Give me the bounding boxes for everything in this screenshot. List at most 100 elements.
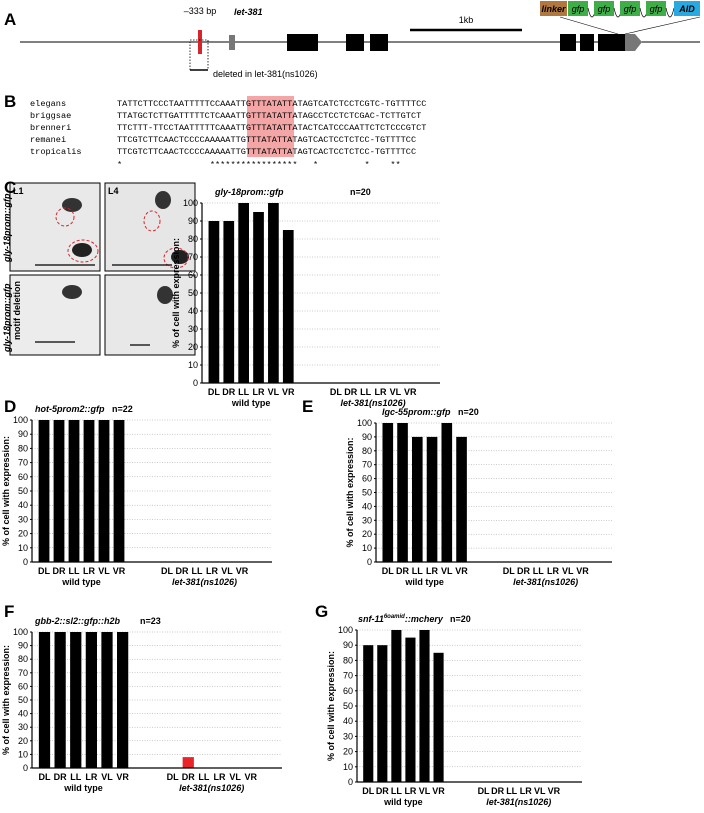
panel-c-images: L1 L4 gly-18prom::gfp gly-18prom::gfp mo… <box>2 182 196 356</box>
group-label: let-381(ns1026) <box>513 577 578 587</box>
construct: linker gfp gfp gfp gfp AID <box>540 1 700 18</box>
y-tick-label: 30 <box>362 515 372 525</box>
x-tick-label: DR <box>53 566 66 576</box>
panel-label: A <box>4 10 16 29</box>
y-tick-label: 80 <box>343 655 353 665</box>
group-label: wild type <box>383 797 423 807</box>
bar <box>411 436 423 562</box>
cell <box>62 285 82 299</box>
group-label: let-381(ns1026) <box>179 783 244 793</box>
x-tick-label: LR <box>375 387 387 397</box>
x-tick-label: VR <box>576 566 589 576</box>
x-tick-label: DR <box>517 566 530 576</box>
y-tick-label: 70 <box>362 460 372 470</box>
bar <box>282 230 294 383</box>
construct-label: gfp <box>624 4 637 14</box>
x-tick-label: VR <box>236 566 249 576</box>
exon-end <box>625 34 642 51</box>
zoom-line <box>624 16 701 35</box>
y-tick-label: 20 <box>188 342 198 352</box>
bar <box>223 221 235 383</box>
sequence: TTATGCTCTTGATTTTTCTCAAATTGTTTATATTATAGCC… <box>117 111 421 121</box>
exon <box>560 34 576 51</box>
deletion-note: deleted in let-381(ns1026) <box>213 69 318 79</box>
y-tick-label: 70 <box>188 252 198 262</box>
bar <box>238 203 250 383</box>
bar <box>456 436 467 562</box>
x-tick-label: DR <box>344 387 357 397</box>
y-tick-label: 40 <box>18 500 28 510</box>
panel-label: G <box>315 602 328 621</box>
bar <box>38 632 51 768</box>
group-label: let-381(ns1026) <box>486 797 551 807</box>
x-tick-label: LL <box>412 566 423 576</box>
y-tick-label: 90 <box>362 432 372 442</box>
y-tick-label: 80 <box>362 446 372 456</box>
y-tick-label: 80 <box>18 654 28 664</box>
x-tick-label: VL <box>390 387 402 397</box>
y-tick-label: 0 <box>193 378 198 388</box>
x-tick-label: VL <box>101 772 113 782</box>
bar <box>85 632 97 768</box>
x-tick-label: LR <box>547 566 559 576</box>
x-tick-label: VR <box>548 786 561 796</box>
y-tick-label: 0 <box>23 763 28 773</box>
x-tick-label: LL <box>360 387 371 397</box>
bar <box>53 420 65 562</box>
group-label: let-381(ns1026) <box>172 577 237 587</box>
stage-label: L4 <box>108 186 119 196</box>
cell <box>62 198 82 212</box>
bar <box>98 420 110 562</box>
y-tick-label: 50 <box>188 288 198 298</box>
bar <box>38 420 50 562</box>
y-tick-label: 10 <box>343 762 353 772</box>
y-tick-label: 10 <box>18 543 28 553</box>
y-axis-label: % of cell with expression: <box>326 651 336 761</box>
bar <box>441 423 453 562</box>
y-tick-label: 30 <box>188 324 198 334</box>
bar <box>363 645 374 782</box>
y-tick-label: 90 <box>18 641 28 651</box>
y-tick-label: 60 <box>343 686 353 696</box>
x-tick-label: VL <box>441 566 453 576</box>
cell <box>157 286 173 304</box>
x-tick-label: LR <box>426 566 438 576</box>
y-tick-label: 0 <box>367 557 372 567</box>
construct-label: gfp <box>572 4 585 14</box>
bar <box>113 420 125 562</box>
panel-label: D <box>4 397 16 416</box>
panel-label: B <box>4 92 16 111</box>
y-tick-label: 40 <box>18 709 28 719</box>
cell <box>72 243 92 257</box>
x-tick-label: LR <box>85 772 97 782</box>
construct-box <box>594 1 614 16</box>
bar <box>433 652 444 782</box>
bar <box>208 221 220 383</box>
bar <box>68 420 80 562</box>
x-tick-label: DL <box>39 772 51 782</box>
group-label: let-381(ns1026) <box>341 398 406 408</box>
construct-box <box>540 1 567 16</box>
y-tick-label: 10 <box>18 749 28 759</box>
x-tick-label: VR <box>244 772 257 782</box>
panel-label: F <box>4 602 14 621</box>
x-tick-label: VR <box>432 786 445 796</box>
y-tick-label: 60 <box>188 270 198 280</box>
x-tick-label: VR <box>113 566 126 576</box>
x-tick-label: DR <box>222 387 235 397</box>
y-tick-label: 20 <box>18 529 28 539</box>
cell-circle <box>143 210 161 232</box>
y-tick-label: 50 <box>343 701 353 711</box>
y-tick-label: 90 <box>343 640 353 650</box>
y-tick-label: 30 <box>18 514 28 524</box>
x-tick-label: DR <box>54 772 67 782</box>
y-tick-label: 50 <box>18 695 28 705</box>
x-tick-label: DL <box>161 566 173 576</box>
cell <box>155 191 171 209</box>
sequence: TTCTTT-TTCCTAATTTTTCAAATTGTTTATATTATACTC… <box>117 123 426 133</box>
chart-title: gly-18prom::gfp <box>214 187 284 197</box>
